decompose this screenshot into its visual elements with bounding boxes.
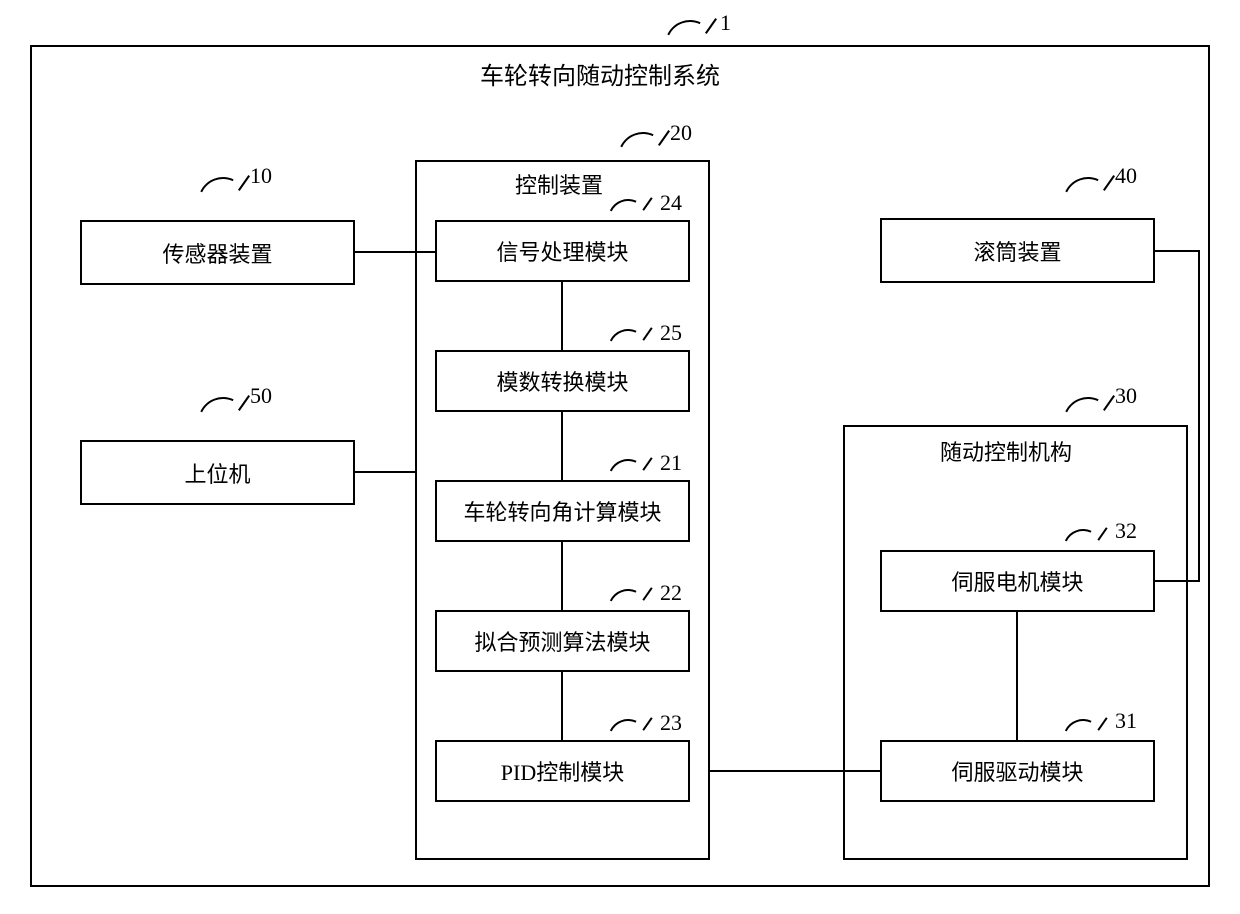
angle-module-box: 车轮转向角计算模块 xyxy=(435,480,690,542)
fit-module-label: 拟合预测算法模块 xyxy=(474,625,650,657)
adc-ref-num: 25 xyxy=(660,320,682,346)
driver-ref-num: 31 xyxy=(1115,708,1137,734)
angle-module-label: 车轮转向角计算模块 xyxy=(463,495,661,527)
conn-motor-drum xyxy=(1155,250,1200,252)
host-label: 上位机 xyxy=(184,457,250,489)
motor-module-box: 伺服电机模块 xyxy=(880,550,1155,612)
sensor-ref-num: 10 xyxy=(250,163,272,189)
conn-sensor-signal xyxy=(355,251,435,253)
conn-angle-fit xyxy=(561,542,563,610)
motor-ref-num: 32 xyxy=(1115,518,1137,544)
controller-ref-num: 20 xyxy=(670,120,692,146)
driver-module-label: 伺服驱动模块 xyxy=(951,755,1083,787)
sensor-box: 传感器装置 xyxy=(80,220,355,285)
conn-host-controller xyxy=(355,471,415,473)
adc-module-box: 模数转换模块 xyxy=(435,350,690,412)
angle-ref-num: 21 xyxy=(660,450,682,476)
conn-adc-angle xyxy=(561,412,563,480)
fit-ref-num: 22 xyxy=(660,580,682,606)
servo-title: 随动控制机构 xyxy=(940,435,1072,467)
drum-label: 滚筒装置 xyxy=(973,235,1061,267)
conn-motor-up xyxy=(1198,250,1200,582)
pid-module-box: PID控制模块 xyxy=(435,740,690,802)
signal-module-box: 信号处理模块 xyxy=(435,220,690,282)
host-box: 上位机 xyxy=(80,440,355,505)
conn-motor-right xyxy=(1155,580,1200,582)
conn-fit-pid xyxy=(561,672,563,740)
drum-box: 滚筒装置 xyxy=(880,218,1155,283)
host-ref-num: 50 xyxy=(250,383,272,409)
conn-signal-adc xyxy=(561,282,563,350)
motor-module-label: 伺服电机模块 xyxy=(951,565,1083,597)
conn-pid-driver xyxy=(710,770,880,772)
sensor-label: 传感器装置 xyxy=(162,237,272,269)
pid-module-label: PID控制模块 xyxy=(501,755,624,787)
driver-module-box: 伺服驱动模块 xyxy=(880,740,1155,802)
adc-module-label: 模数转换模块 xyxy=(496,365,628,397)
drum-ref-num: 40 xyxy=(1115,163,1137,189)
servo-ref-num: 30 xyxy=(1115,383,1137,409)
signal-module-label: 信号处理模块 xyxy=(496,235,628,267)
diagram-canvas: 车轮转向随动控制系统 1 传感器装置 10 上位机 50 控制装置 20 信号处… xyxy=(0,0,1240,914)
pid-ref-num: 23 xyxy=(660,710,682,736)
conn-driver-motor xyxy=(1016,612,1018,740)
signal-ref-num: 24 xyxy=(660,190,682,216)
fit-module-box: 拟合预测算法模块 xyxy=(435,610,690,672)
controller-title: 控制装置 xyxy=(515,168,603,200)
system-ref-num: 1 xyxy=(720,10,731,36)
